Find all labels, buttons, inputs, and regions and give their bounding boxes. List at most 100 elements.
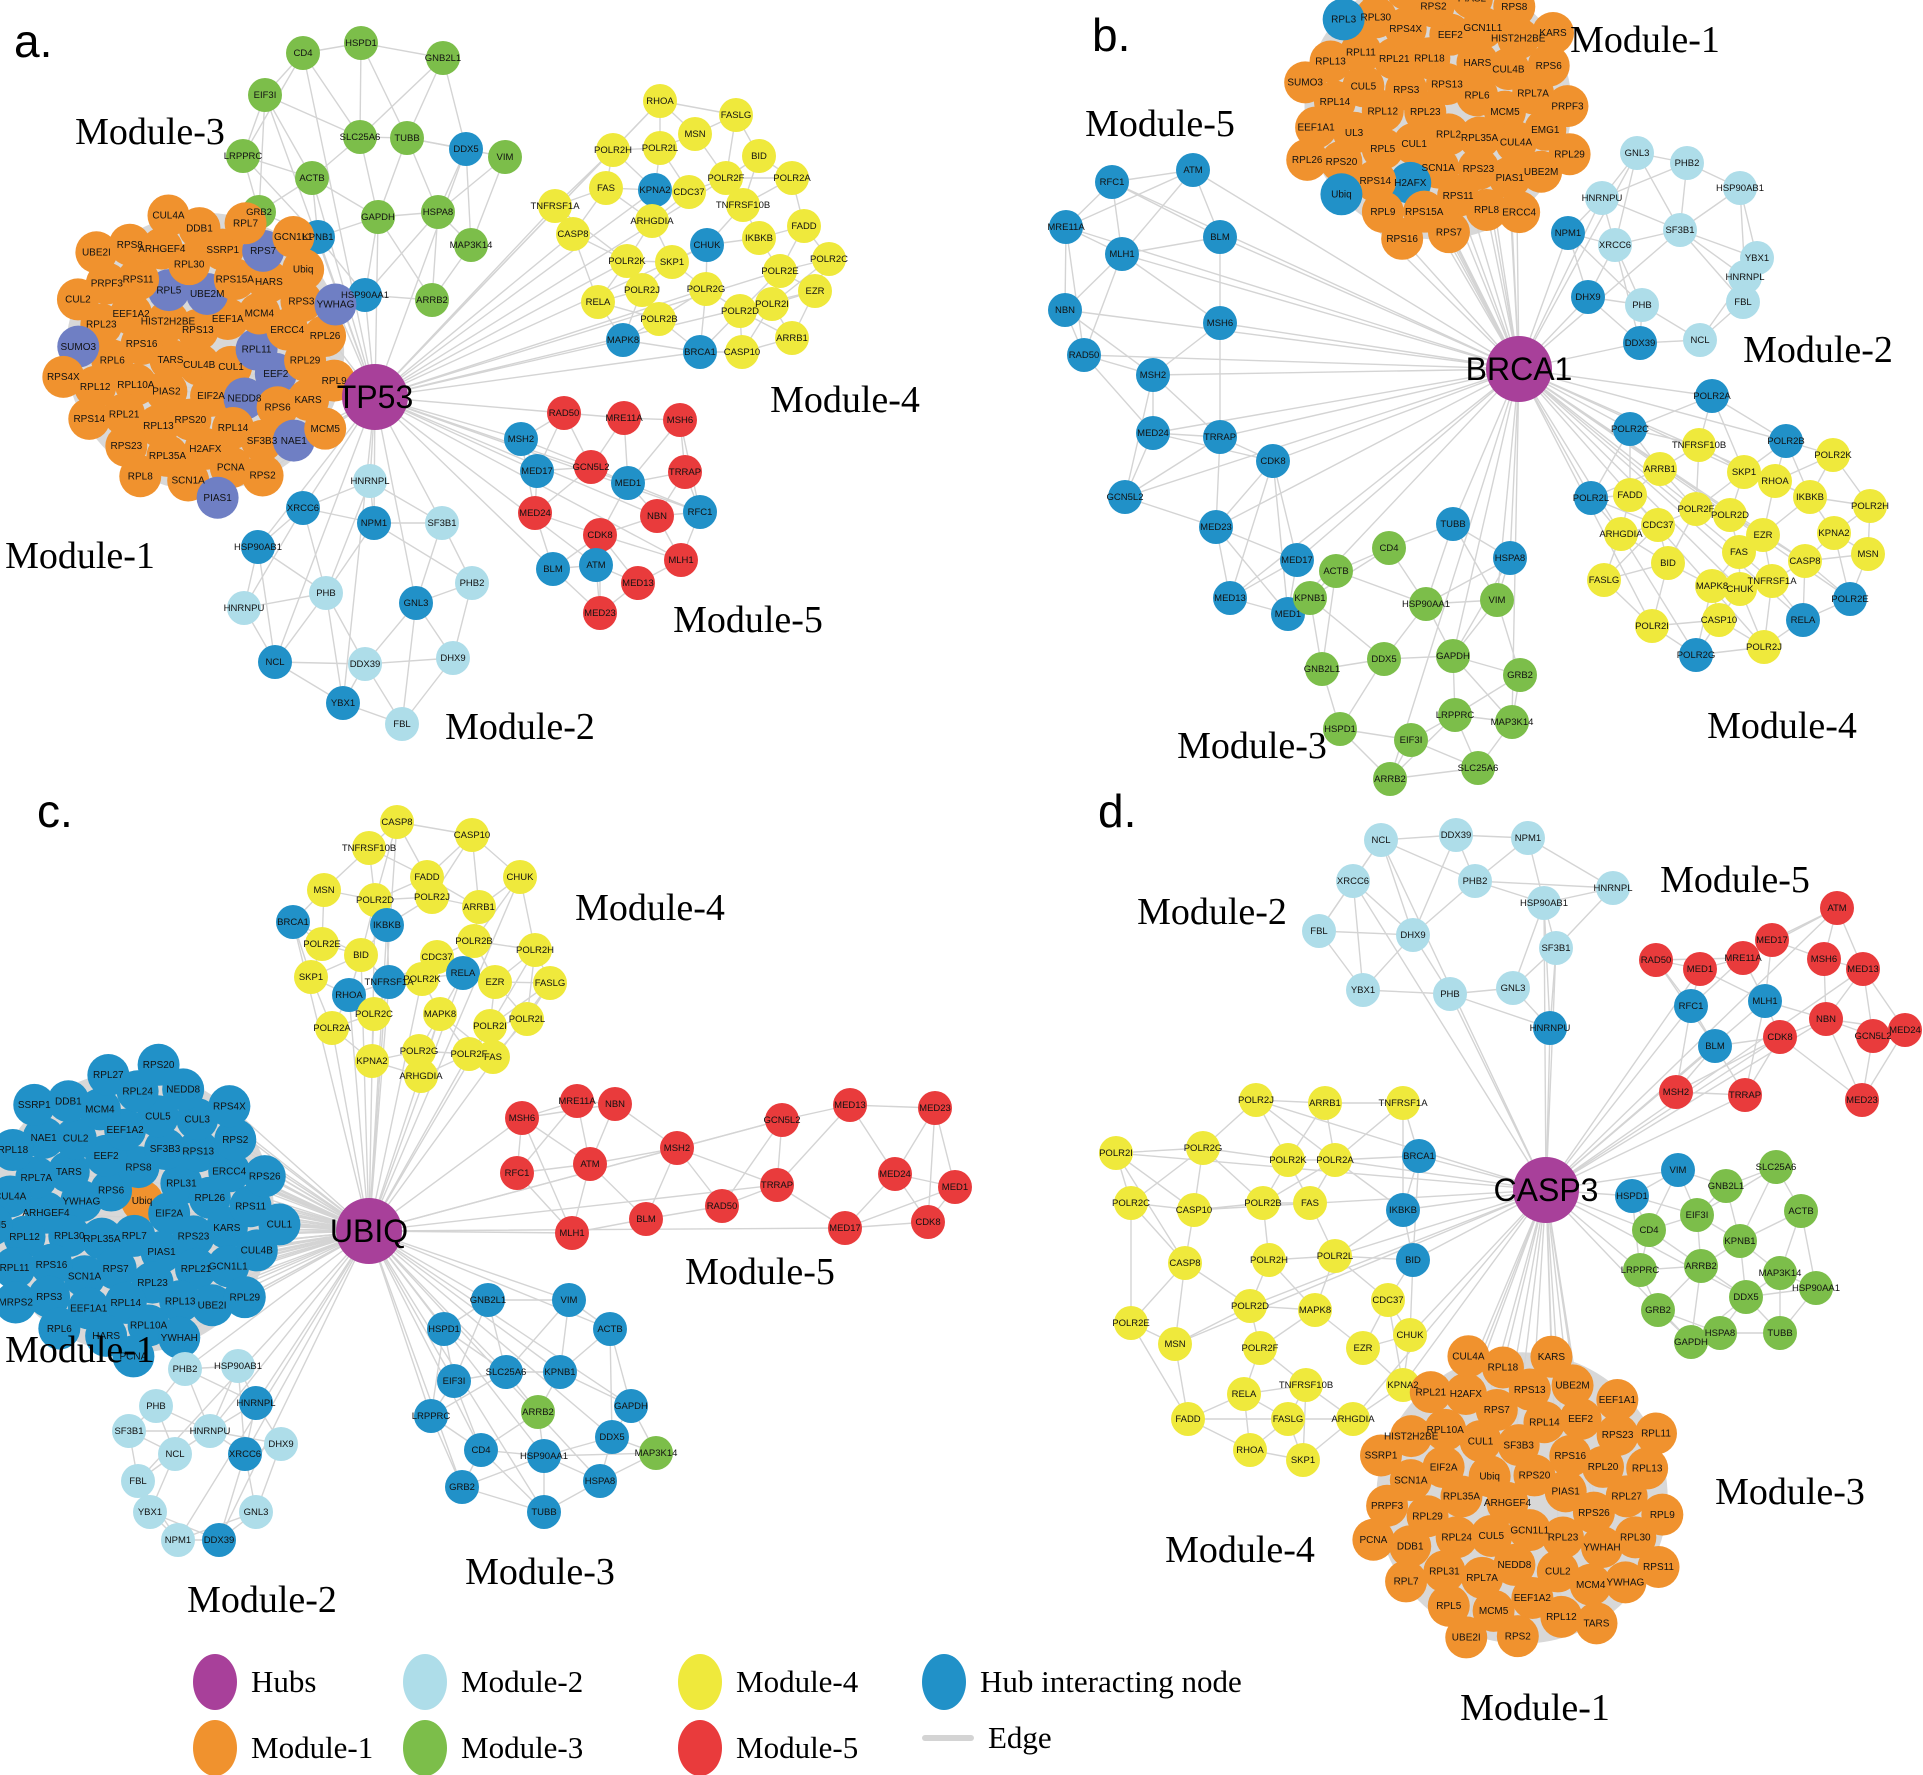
node-RPS2[interactable] [214, 1118, 257, 1161]
node-CDK8[interactable] [911, 1205, 945, 1239]
node-RFC1[interactable] [683, 495, 717, 529]
node-RPL26[interactable] [1286, 138, 1329, 181]
node-MSH6[interactable] [1203, 306, 1237, 340]
node-FADD[interactable] [1171, 1402, 1205, 1436]
node-TNFRSF10B[interactable] [1289, 1368, 1323, 1402]
node-CHUK[interactable] [503, 860, 537, 894]
node-CHUK[interactable] [690, 228, 724, 262]
node-RPL7[interactable] [224, 202, 267, 245]
node-GNB2L1[interactable] [1709, 1169, 1743, 1203]
node-CHUK[interactable] [1393, 1318, 1427, 1352]
node-GNL3[interactable] [1620, 136, 1654, 170]
node-RPL13[interactable] [159, 1280, 202, 1323]
node-PHB2[interactable] [455, 566, 489, 600]
node-FASLG[interactable] [719, 98, 753, 132]
node-CASP8[interactable] [380, 805, 414, 839]
node-FAS[interactable] [476, 1040, 510, 1074]
node-GAPDH[interactable] [614, 1389, 648, 1423]
node-MLH1[interactable] [664, 543, 698, 577]
node-RPL8[interactable] [1465, 188, 1508, 231]
node-MED24[interactable] [1136, 416, 1170, 450]
node-POLR2G[interactable] [1679, 638, 1713, 672]
node-RHOA[interactable] [1233, 1433, 1267, 1467]
node-EIF3I[interactable] [1394, 723, 1428, 757]
node-POLR2B[interactable] [642, 302, 676, 336]
node-BRCA1[interactable] [683, 335, 717, 369]
node-XRCC6[interactable] [228, 1437, 262, 1471]
node-CASP10[interactable] [1702, 603, 1736, 637]
node-MED1[interactable] [938, 1170, 972, 1204]
node-GRB2[interactable] [445, 1470, 479, 1504]
node-MED24[interactable] [1888, 1013, 1922, 1047]
node-MRE11A[interactable] [1049, 210, 1083, 244]
node-RAD50[interactable] [547, 396, 581, 430]
node-POLR2K[interactable] [610, 244, 644, 278]
node-RPL2[interactable] [1427, 113, 1470, 156]
node-MED23[interactable] [583, 596, 617, 630]
node-HNRNPL[interactable] [1728, 260, 1762, 294]
node-NCL[interactable] [1364, 823, 1398, 857]
node-RHOA[interactable] [1758, 464, 1792, 498]
node-MAPK8[interactable] [423, 997, 457, 1031]
node-MED13[interactable] [833, 1088, 867, 1122]
node-KARS[interactable] [1532, 11, 1575, 54]
node-GRB2[interactable] [1641, 1293, 1675, 1327]
node-HSP90AA1[interactable] [1409, 587, 1443, 621]
node-RPL7[interactable] [1385, 1560, 1428, 1603]
node-HSPA8[interactable] [1493, 541, 1527, 575]
node-RHOA[interactable] [643, 84, 677, 118]
node-CD4[interactable] [1632, 1213, 1666, 1247]
node-BLM[interactable] [536, 552, 570, 586]
node-YBX1[interactable] [326, 686, 360, 720]
node-RPL12[interactable] [1540, 1595, 1583, 1638]
node-MSN[interactable] [307, 873, 341, 907]
node-CASP8[interactable] [1168, 1246, 1202, 1280]
node-RPL23[interactable] [1541, 1516, 1584, 1559]
node-POLR2A[interactable] [1318, 1143, 1352, 1177]
node-RFC1[interactable] [1095, 165, 1129, 199]
node-RPS2[interactable] [1496, 1615, 1539, 1658]
node-SSRP1[interactable] [13, 1083, 56, 1126]
node-KPNA2[interactable] [638, 173, 672, 207]
node-HSPA8[interactable] [583, 1464, 617, 1498]
node-POLR2G[interactable] [1186, 1131, 1220, 1165]
node-POLR2G[interactable] [689, 272, 723, 306]
node-PHB[interactable] [309, 576, 343, 610]
node-XRCC6[interactable] [286, 491, 320, 525]
node-MED23[interactable] [1199, 510, 1233, 544]
node-RPL5[interactable] [1427, 1584, 1470, 1627]
node-ARRB2[interactable] [1684, 1249, 1718, 1283]
node-RELA[interactable] [581, 285, 615, 319]
node-CUL5[interactable] [1470, 1514, 1513, 1557]
node-BLM[interactable] [1698, 1029, 1732, 1063]
node-GCN1L1[interactable] [1508, 1509, 1551, 1552]
node-RPS16[interactable] [1549, 1434, 1592, 1477]
node-MRE11A[interactable] [1726, 941, 1760, 975]
node-POLR2B[interactable] [1246, 1186, 1280, 1220]
node-ATM[interactable] [579, 548, 613, 582]
node-ACTB[interactable] [295, 161, 329, 195]
node-RPS26[interactable] [243, 1155, 286, 1198]
hub-TP53[interactable] [342, 364, 408, 430]
node-ARRB2[interactable] [415, 283, 449, 317]
node-ARRB2[interactable] [521, 1395, 555, 1429]
node-MED13[interactable] [1846, 952, 1880, 986]
node-TUBB[interactable] [527, 1495, 561, 1529]
node-TNFRSF10B[interactable] [1682, 428, 1716, 462]
node-HSP90AA1[interactable] [527, 1439, 561, 1473]
node-RPS16[interactable] [30, 1243, 73, 1286]
node-MSH2[interactable] [1659, 1075, 1693, 1109]
node-IKBKB[interactable] [370, 908, 404, 942]
node-MSH2[interactable] [504, 422, 538, 456]
node-HIST2H2BE[interactable] [1497, 17, 1540, 60]
node-VIM[interactable] [1661, 1153, 1695, 1187]
node-RPL24[interactable] [1435, 1516, 1478, 1559]
node-ARHGDIA[interactable] [404, 1059, 438, 1093]
node-RPS3[interactable] [280, 280, 323, 323]
node-HNRNPL[interactable] [1596, 871, 1630, 905]
node-GCN5L2[interactable] [1856, 1019, 1890, 1053]
node-TARS[interactable] [47, 1150, 90, 1193]
node-BLM[interactable] [1203, 220, 1237, 254]
node-FAS[interactable] [1722, 535, 1756, 569]
node-FBL[interactable] [1302, 914, 1336, 948]
